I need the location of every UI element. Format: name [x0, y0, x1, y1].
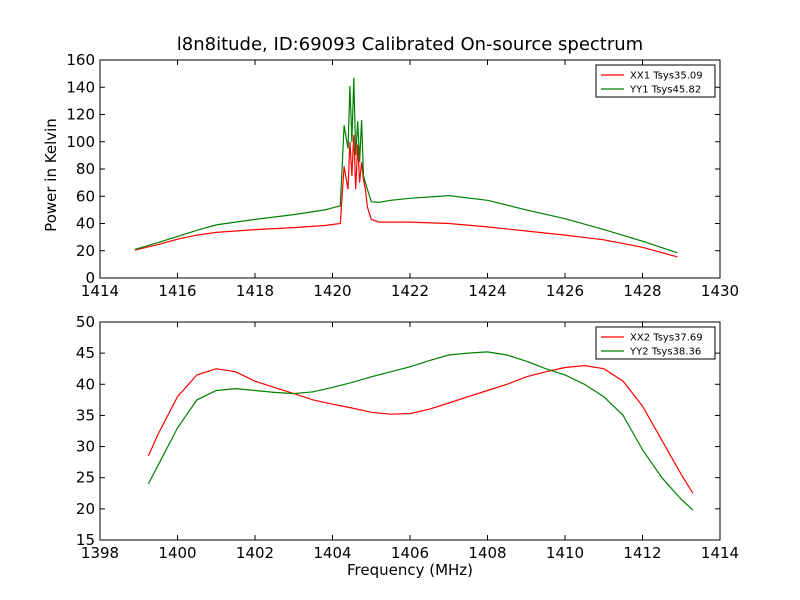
series-line-xx2	[147, 364, 694, 494]
y-tick-label: 0	[85, 269, 95, 287]
x-tick-label: 1424	[468, 282, 506, 300]
x-tick-label: 1406	[391, 544, 429, 562]
x-tick-label: 1420	[313, 282, 351, 300]
y-tick-label: 50	[76, 313, 95, 331]
chart-title: l8n8itude, ID:69093 Calibrated On-source…	[176, 34, 644, 55]
y-tick-label: 35	[76, 406, 95, 424]
legend-box	[595, 64, 716, 98]
y-tick-label: 160	[66, 51, 95, 69]
y-tick-label: 25	[76, 469, 95, 487]
y-tick-label: 120	[66, 106, 95, 124]
x-tick-label: 1410	[546, 544, 584, 562]
legend-box	[595, 326, 716, 360]
y-tick-label: 140	[66, 78, 95, 96]
top-spectrum-panel: 1414 1416 1418 1420 1422 1424 1426 1428 1430 0 20 4…	[66, 51, 739, 300]
bottom-spectrum-panel: 1398 1400 1402 1404 1406 1408 1410 1412 1414 15 20…	[76, 313, 739, 562]
x-tick-label: 1400	[158, 544, 196, 562]
x-tick-label: 1414	[81, 282, 119, 300]
y-tick-label: 100	[66, 133, 95, 151]
y-tick-label: 45	[76, 344, 95, 362]
y-tick-label: 60	[76, 187, 95, 205]
x-tick-label: 1418	[236, 282, 274, 300]
series-line-xx1	[134, 134, 678, 258]
x-tick-label: 1408	[468, 544, 506, 562]
x-tick-label: 1416	[158, 282, 196, 300]
x-tick-label: 1414	[701, 544, 739, 562]
legend-label: XX1 Tsys35.09	[630, 71, 703, 82]
y-tick-label: 40	[76, 215, 95, 233]
y-tick-label: 15	[76, 531, 95, 549]
y-tick-label: 30	[76, 438, 95, 456]
x-tick-label: 1426	[546, 282, 584, 300]
x-tick-label: 1430	[701, 282, 739, 300]
x-tick-label: 1412	[623, 544, 661, 562]
x-tick-label: 1398	[81, 544, 119, 562]
x-tick-label: 1422	[391, 282, 429, 300]
legend-label: YY1 Tsys45.82	[629, 85, 701, 96]
y-tick-label: 20	[76, 242, 95, 260]
legend-label: XX2 Tsys37.69	[630, 333, 703, 344]
y-tick-label: 20	[76, 500, 95, 518]
x-tick-label: 1402	[236, 544, 274, 562]
y-tick-label: 80	[76, 160, 95, 178]
series-line-yy1	[134, 77, 678, 254]
series-line-yy2	[147, 351, 694, 511]
y-axis-label-top: Power in Kelvin	[42, 118, 60, 232]
x-tick-label: 1428	[623, 282, 661, 300]
x-tick-label: 1404	[313, 544, 351, 562]
x-axis-label-bottom: Frequency (MHz)	[346, 561, 474, 579]
legend-label: YY2 Tsys38.36	[629, 347, 701, 358]
y-tick-label: 40	[76, 375, 95, 393]
